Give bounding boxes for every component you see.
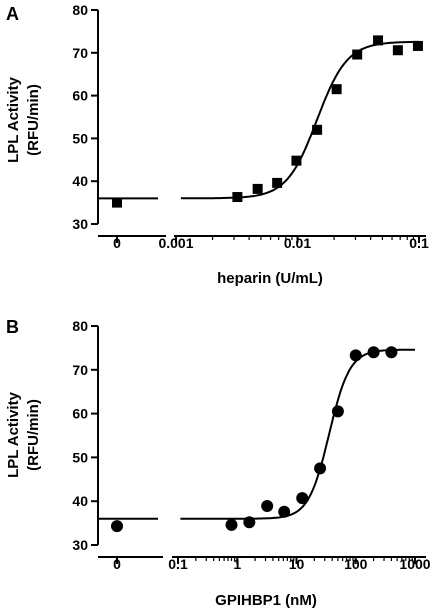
panel-letter-b: B <box>6 317 19 337</box>
x-tick-label-b: 1000 <box>399 556 430 572</box>
data-point-a <box>373 35 384 46</box>
x-axis-title-b: GPIHBP1 (nM) <box>215 592 317 609</box>
y-tick-label-b: 80 <box>72 318 88 334</box>
fit-curve-a <box>180 40 419 200</box>
x-tick-label-a: 0.01 <box>284 235 311 251</box>
y-tick-label-b: 30 <box>72 537 88 553</box>
x-axis-title-a: heparin (U/mL) <box>217 270 323 287</box>
y-tick-label-a: 70 <box>72 45 88 61</box>
x-tick-label-b: 1 <box>233 556 241 572</box>
y-tick-label-b: 50 <box>72 449 88 465</box>
data-point-a <box>331 84 342 95</box>
x-tick-label-b: 10 <box>289 556 305 572</box>
y-tick-label-a: 30 <box>72 216 88 232</box>
y-axis-title-line1-b: LPL Activity <box>5 391 22 478</box>
y-tick-label-b: 60 <box>72 406 88 422</box>
data-point-a <box>352 49 363 60</box>
data-point-a <box>312 124 323 135</box>
x-tick-label-b: 100 <box>344 556 368 572</box>
data-point-a <box>252 183 263 194</box>
data-point-a <box>272 177 283 188</box>
data-point-a <box>412 40 423 51</box>
y-tick-label-a: 40 <box>72 173 88 189</box>
y-tick-label-b: 40 <box>72 493 88 509</box>
panel-a: A LPL Activity (RFU/min) heparin (U/mL) … <box>5 2 429 287</box>
data-point-b <box>225 518 238 531</box>
y-tick-label-a: 60 <box>72 88 88 104</box>
data-point-a <box>291 155 302 166</box>
x-tick-label-a: 0.001 <box>158 235 193 251</box>
data-point-b <box>243 516 256 529</box>
x-tick-label-a: 0.1 <box>409 235 429 251</box>
data-point-a <box>112 197 122 208</box>
data-point-b <box>296 492 309 505</box>
y-tick-label-a: 80 <box>72 2 88 18</box>
data-point-b <box>349 349 362 362</box>
y-tick-label-a: 50 <box>72 130 88 146</box>
y-axis-title-line2-b: (RFU/min) <box>25 399 42 471</box>
x-tick-label-b: 0.1 <box>168 556 188 572</box>
panel-letter-a: A <box>6 4 19 24</box>
data-point-a <box>232 192 243 203</box>
fit-curve-b <box>180 348 415 520</box>
data-point-b <box>314 462 327 475</box>
data-point-b <box>261 500 274 513</box>
data-point-a <box>392 45 403 56</box>
x-tick-label-b: 0 <box>113 556 121 572</box>
x-tick-label-a: 0 <box>113 235 121 251</box>
data-point-b <box>111 520 123 533</box>
y-axis-title-line1-a: LPL Activity <box>5 76 22 163</box>
panel-b: B LPL Activity (RFU/min) GPIHBP1 (nM) 30… <box>5 317 431 609</box>
data-point-b <box>331 405 344 418</box>
data-point-b <box>385 346 398 359</box>
data-point-b <box>367 346 380 359</box>
y-tick-label-b: 70 <box>72 362 88 378</box>
data-point-b <box>278 505 291 518</box>
y-axis-title-line2-a: (RFU/min) <box>25 84 42 156</box>
